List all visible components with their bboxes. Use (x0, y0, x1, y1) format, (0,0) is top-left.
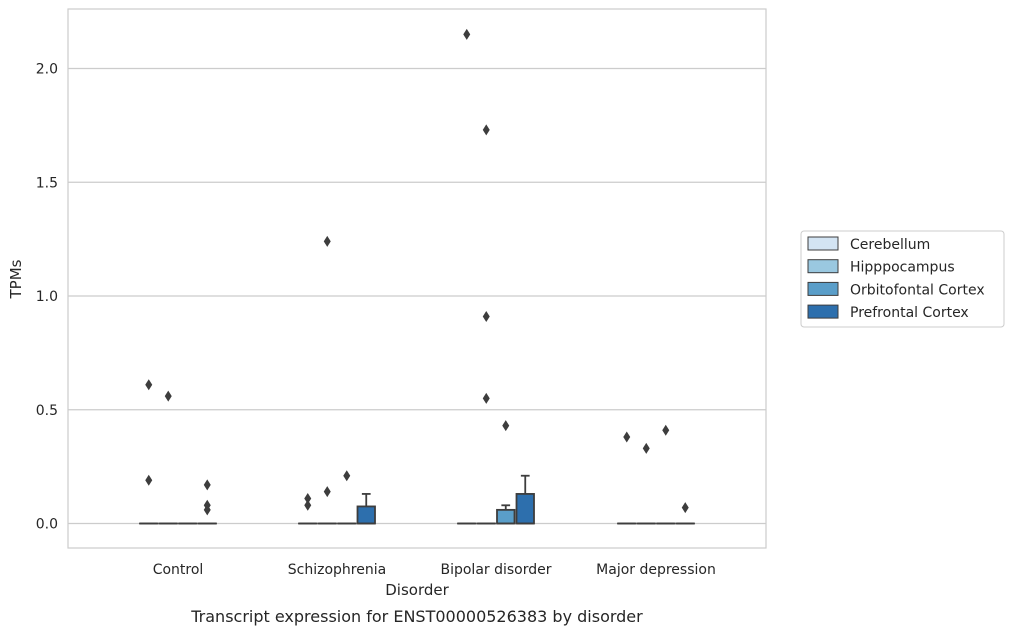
legend-label: Cerebellum (850, 237, 930, 253)
outlier-point (324, 486, 331, 497)
outlier-point (643, 443, 650, 454)
outlier-point (145, 475, 152, 486)
grid-lines (68, 69, 766, 524)
outlier-point (463, 29, 470, 40)
y-tick-label: 1.0 (36, 289, 58, 305)
x-axis-label: Disorder (385, 581, 449, 599)
boxes (140, 476, 694, 524)
legend: Cerebellum Hipppocampus Orbitofontal Corte… (801, 231, 1004, 327)
box-prefrontal-cortex (517, 476, 535, 524)
y-axis-ticks: 0.0 0.5 1.0 1.5 2.0 (36, 62, 58, 533)
outlier-point (165, 391, 172, 402)
outlier-point (145, 379, 152, 390)
legend-swatch (808, 237, 838, 250)
box-prefrontal-cortex (358, 494, 376, 524)
legend-label: Prefrontal Cortex (850, 305, 969, 321)
chart-caption: Transcript expression for ENST0000052638… (190, 607, 643, 626)
outlier-point (623, 432, 630, 443)
x-axis-ticks: Control Schizophrenia Bipolar disorder Majo… (153, 562, 716, 578)
outlier-point (483, 393, 490, 404)
box-body (497, 510, 515, 524)
legend-label: Hipppocampus (850, 260, 955, 276)
outlier-point (662, 425, 669, 436)
plot-frame (68, 9, 766, 548)
outlier-point (204, 479, 211, 490)
outlier-point (324, 236, 331, 247)
y-tick-label: 0.0 (36, 517, 58, 533)
outlier-point (502, 420, 509, 431)
y-tick-label: 0.5 (36, 403, 58, 419)
x-tick-label: Control (153, 562, 204, 578)
x-tick-label: Major depression (596, 562, 716, 578)
legend-swatch (808, 260, 838, 273)
legend-swatch (808, 282, 838, 295)
box-orbitofontal-cortex (497, 505, 515, 523)
y-axis-label: TPMs (7, 259, 25, 299)
outlier-point (343, 470, 350, 481)
outlier-point (483, 124, 490, 135)
box-body (358, 506, 376, 523)
y-tick-label: 2.0 (36, 62, 58, 78)
outlier-point (483, 311, 490, 322)
legend-label: Orbitofontal Cortex (850, 282, 985, 298)
x-tick-label: Schizophrenia (288, 562, 386, 578)
y-tick-label: 1.5 (36, 175, 58, 191)
outlier-point (682, 502, 689, 513)
box-body (517, 494, 535, 524)
x-tick-label: Bipolar disorder (440, 562, 551, 578)
outlier-point (304, 500, 311, 511)
legend-swatch (808, 305, 838, 318)
outliers (145, 29, 689, 515)
